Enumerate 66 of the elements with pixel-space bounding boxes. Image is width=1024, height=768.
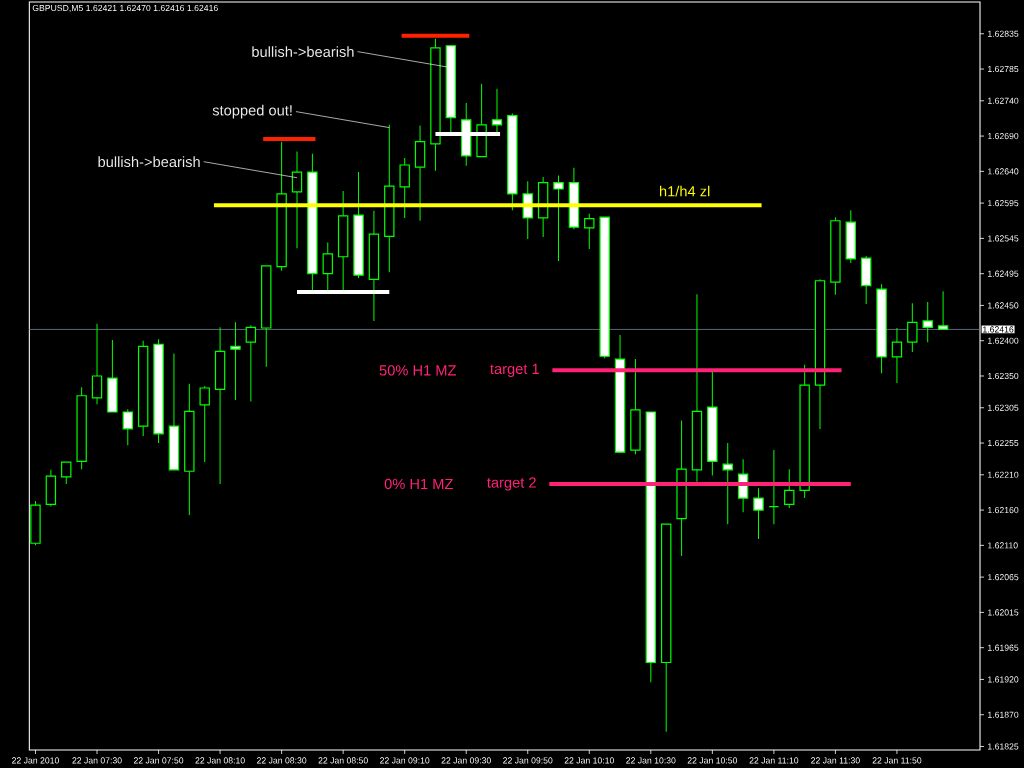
y-tick-label: 1.62350 <box>988 372 1019 380</box>
candlestick <box>553 175 564 262</box>
y-tick-label: 1.62640 <box>988 168 1019 175</box>
y-tick-label: 1.62495 <box>988 270 1019 277</box>
x-tick-label: 22 Jan 11:30 <box>811 757 860 764</box>
chart-title: GBPUSD,M5 1.62421 1.62470 1.62416 1.62416 <box>32 4 218 13</box>
candlestick <box>907 302 918 353</box>
x-tick-label: 22 Jan 09:30 <box>441 757 491 764</box>
y-tick-label: 1.62110 <box>988 542 1018 549</box>
candlestick <box>61 461 72 485</box>
annotation: bullish->bearish <box>98 156 200 168</box>
annotation: 0% H1 MZ <box>384 478 453 490</box>
annotation: stopped out! <box>212 104 292 119</box>
candlestick <box>768 449 780 525</box>
annotation: target 2 <box>487 477 536 491</box>
y-tick-label: 1.62305 <box>988 404 1019 411</box>
annotation: 50% H1 MZ <box>379 365 456 376</box>
x-tick-label: 22 Jan 08:10 <box>195 757 245 764</box>
x-tick-label: 22 Jan 11:10 <box>749 757 799 764</box>
annotation: bullish->bearish <box>252 46 354 58</box>
x-tick-label: 22 Jan 2010 <box>12 757 59 764</box>
candlestick <box>230 321 241 401</box>
candlestick <box>245 324 257 402</box>
x-tick-label: 22 Jan 09:10 <box>380 757 430 764</box>
y-tick-label: 1.62690 <box>988 133 1019 140</box>
x-tick-label: 22 Jan 10:50 <box>687 757 738 764</box>
y-tick-label: 1.62210 <box>988 471 1019 478</box>
y-tick-label: 1.62450 <box>988 302 1019 309</box>
y-tick-label: 1.62015 <box>988 609 1019 616</box>
y-tick-label: 1.62400 <box>988 337 1019 344</box>
y-tick-label: 1.62835 <box>988 30 1019 37</box>
y-tick-label: 1.62160 <box>988 507 1019 514</box>
ref-line-label: 1.62416 <box>983 326 1014 333</box>
candlestick <box>922 301 933 343</box>
candlestick <box>122 408 133 446</box>
x-tick-label: 22 Jan 10:10 <box>564 757 614 764</box>
y-tick-label: 1.62785 <box>988 65 1019 73</box>
candlestick <box>584 213 595 250</box>
y-tick-label: 1.61825 <box>988 743 1019 750</box>
x-tick-label: 22 Jan 09:50 <box>503 757 553 764</box>
candlestick <box>199 385 210 463</box>
candlestick <box>753 487 764 540</box>
candlestick <box>891 327 903 384</box>
x-tick-label: 22 Jan 11:50 <box>872 757 922 764</box>
x-tick-label: 22 Jan 08:30 <box>257 757 307 764</box>
y-tick-label: 1.62740 <box>988 97 1019 104</box>
x-tick-label: 22 Jan 08:50 <box>318 757 368 764</box>
candlestick <box>722 442 733 525</box>
annotation: target 1 <box>490 363 539 377</box>
candlestick <box>399 157 410 219</box>
y-tick-label: 1.62595 <box>988 200 1019 207</box>
candlestick <box>322 242 333 292</box>
y-tick-label: 1.61965 <box>988 644 1019 651</box>
x-tick-label: 22 Jan 07:30 <box>72 757 122 764</box>
x-tick-label: 22 Jan 10:30 <box>626 757 676 764</box>
annotation: h1/h4 zl <box>660 185 710 197</box>
x-tick-label: 22 Jan 07:50 <box>133 757 184 764</box>
candlestick <box>91 323 103 405</box>
candlestick <box>784 468 795 509</box>
candlestick <box>291 151 303 249</box>
y-tick-label: 1.61920 <box>988 676 1019 683</box>
y-tick-label: 1.61870 <box>988 711 1019 718</box>
candlestick <box>937 290 949 331</box>
y-tick-label: 1.62255 <box>988 439 1019 447</box>
y-tick-label: 1.62545 <box>988 235 1019 242</box>
y-tick-label: 1.62065 <box>988 574 1019 581</box>
